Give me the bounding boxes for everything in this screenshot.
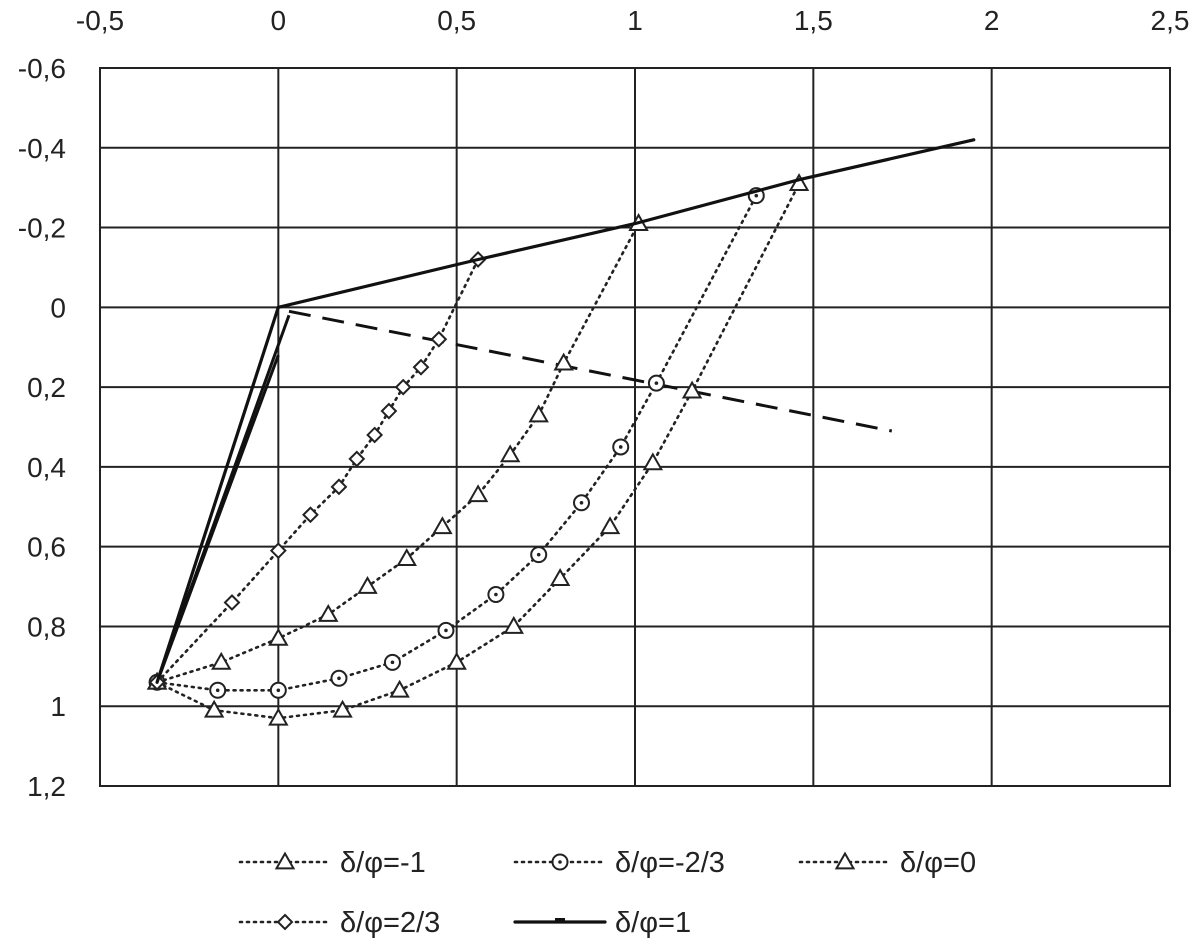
data-point <box>503 615 524 634</box>
data-point-center <box>494 592 498 597</box>
x-tick-label: -0,5 <box>76 5 124 36</box>
data-point <box>396 548 417 567</box>
x-tick-label: 0 <box>271 5 287 36</box>
data-point <box>642 452 664 471</box>
legend-label: δ/φ=2/3 <box>340 907 440 939</box>
data-point <box>330 478 348 496</box>
data-point <box>357 576 378 594</box>
data-point <box>268 627 289 646</box>
data-point <box>348 450 366 468</box>
data-point <box>430 330 448 348</box>
x-tick-label: 2,5 <box>1151 5 1190 36</box>
data-point <box>211 651 232 670</box>
x-tick-label: 2 <box>984 5 1000 36</box>
data-point <box>380 402 398 420</box>
data-point-center <box>654 381 659 385</box>
y-tick-label: 0,6 <box>27 532 66 563</box>
y-tick-label: 0,2 <box>27 372 66 403</box>
data-point <box>203 699 225 718</box>
data-point <box>467 484 489 503</box>
y-tick-label: -0,4 <box>18 133 66 164</box>
legend-swatch-marker <box>276 913 294 931</box>
data-point-center <box>579 500 584 505</box>
data-point <box>223 594 241 611</box>
legend-item: δ/φ=-1 <box>238 847 426 879</box>
data-point-center <box>337 676 341 681</box>
data-point <box>318 603 339 622</box>
legend-item: δ/φ=1 <box>513 907 691 939</box>
y-tick-label: 0,4 <box>27 452 66 483</box>
legend-label: δ/φ=1 <box>615 907 691 939</box>
data-point <box>389 679 410 698</box>
y-tick-label: -0,6 <box>18 53 66 84</box>
y-tick-label: 0 <box>50 292 66 323</box>
x-tick-label: 1 <box>627 5 643 36</box>
data-point <box>528 404 549 423</box>
data-point-center <box>536 552 541 557</box>
y-tick-label: 0,8 <box>27 611 66 642</box>
legend-swatch-marker <box>274 851 296 870</box>
data-point <box>302 506 319 524</box>
grid <box>99 67 1171 787</box>
legend-swatch-marker-center <box>558 860 562 864</box>
data-point <box>549 568 571 586</box>
legend-swatch-marker <box>834 851 856 870</box>
data-point-center <box>215 688 220 693</box>
series <box>146 138 976 726</box>
extra-line-solid <box>155 354 280 683</box>
data-point <box>332 699 353 718</box>
series-line <box>155 182 801 720</box>
y-tick-label: -0,2 <box>18 213 66 244</box>
data-point <box>446 651 467 670</box>
series-3 <box>146 213 649 690</box>
series-5 <box>155 138 976 684</box>
legend-item: δ/φ=-2/3 <box>513 847 725 879</box>
legend: δ/φ=-1 δ/φ=-2/3 δ/φ=0 δ/φ=2/3 δ/φ=1 <box>238 847 976 939</box>
x-tick-label: 1,5 <box>794 5 833 36</box>
tick-labels: -0,5 0 0,5 1 1,5 2 2,5 -0,6 -0,4 -0,2 0 0,2 0,4 0,6 0,… <box>18 5 1190 802</box>
series-line <box>155 138 976 684</box>
series-line <box>155 222 640 684</box>
data-point <box>553 352 574 371</box>
legend-label: δ/φ=0 <box>900 847 976 879</box>
data-point <box>432 516 453 535</box>
y-tick-label: 1 <box>50 691 66 722</box>
legend-item: δ/φ=0 <box>798 847 976 879</box>
data-point <box>394 378 412 396</box>
extra-line-dashed <box>288 309 893 433</box>
data-point <box>681 380 703 399</box>
data-point <box>412 358 430 376</box>
data-point-center <box>390 660 395 665</box>
data-point <box>499 444 521 463</box>
data-point <box>366 426 384 444</box>
data-point-center <box>276 688 281 693</box>
data-point <box>269 542 287 560</box>
data-point-center <box>618 445 623 449</box>
legend-item: δ/φ=2/3 <box>238 907 440 939</box>
x-tick-label: 0,5 <box>437 5 476 36</box>
legend-label: δ/φ=-1 <box>340 847 426 879</box>
data-point-center <box>444 628 448 633</box>
data-point-center <box>754 193 759 198</box>
y-tick-label: 1,2 <box>27 771 66 802</box>
series-line <box>155 194 758 692</box>
data-point <box>788 173 810 192</box>
data-point <box>268 707 289 726</box>
legend-label: δ/φ=-2/3 <box>615 847 725 879</box>
series-4 <box>148 251 487 691</box>
series-line <box>155 258 480 684</box>
data-point <box>599 516 621 535</box>
